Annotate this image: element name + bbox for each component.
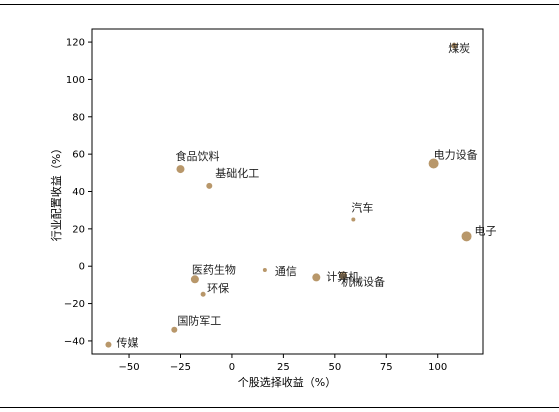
x-tick-label: 75 [380,362,393,373]
y-tick-label: −20 [64,299,85,310]
point-label: 电力设备 [434,147,478,161]
x-tick-label: −25 [170,362,191,373]
scatter-point [312,273,321,282]
x-axis-label: 个股选择收益（%） [238,375,336,389]
point-label: 计算机 [326,269,359,283]
point-label: 环保 [207,281,229,295]
scatter-point [262,267,267,272]
scatter-point [428,158,439,169]
scatter-point [176,165,185,174]
x-tick-label: 0 [229,362,235,373]
point-label: 国防军工 [177,314,221,328]
point-label: 传媒 [116,337,138,350]
y-tick-label: 40 [72,187,85,198]
scatter-point [200,291,206,297]
y-tick-label: 0 [79,262,85,273]
scatter-point [351,217,356,222]
scatter-point [451,42,458,49]
y-tick-label: −40 [64,336,85,347]
x-tick-label: 100 [428,362,447,373]
point-label: 电子 [475,224,497,237]
plot-frame [91,28,484,355]
top-rule [0,4,559,5]
bottom-rule [0,407,559,408]
point-label: 煤炭 [448,42,470,55]
data-points [105,42,472,348]
scatter-point [105,341,112,348]
y-tick-label: 20 [72,224,85,235]
point-label: 医药生物 [192,262,236,276]
y-tick-label: 100 [66,75,85,86]
point-label: 基础化工 [215,166,259,180]
y-tick-label: 120 [66,38,85,49]
point-label: 食品饮料 [175,149,219,163]
x-tick-label: 50 [328,362,341,373]
axis-ticks: −50 −25 0 25 50 75 100 −40 −20 0 20 40 60 80 100 120 [64,38,447,373]
scatter-point [339,271,348,280]
x-tick-label: 25 [277,362,290,373]
point-label: 通信 [275,265,297,278]
scatter-point [171,326,178,333]
y-tick-label: 80 [72,112,85,123]
point-label: 汽车 [351,201,373,215]
y-axis-label: 行业配置收益（%） [49,143,63,241]
scatter-point [190,275,199,284]
point-label: 机械设备 [341,275,385,289]
y-tick-label: 60 [72,150,85,161]
x-tick-label: −50 [118,362,139,373]
scatter-point [206,182,213,189]
scatter-point [461,231,472,242]
